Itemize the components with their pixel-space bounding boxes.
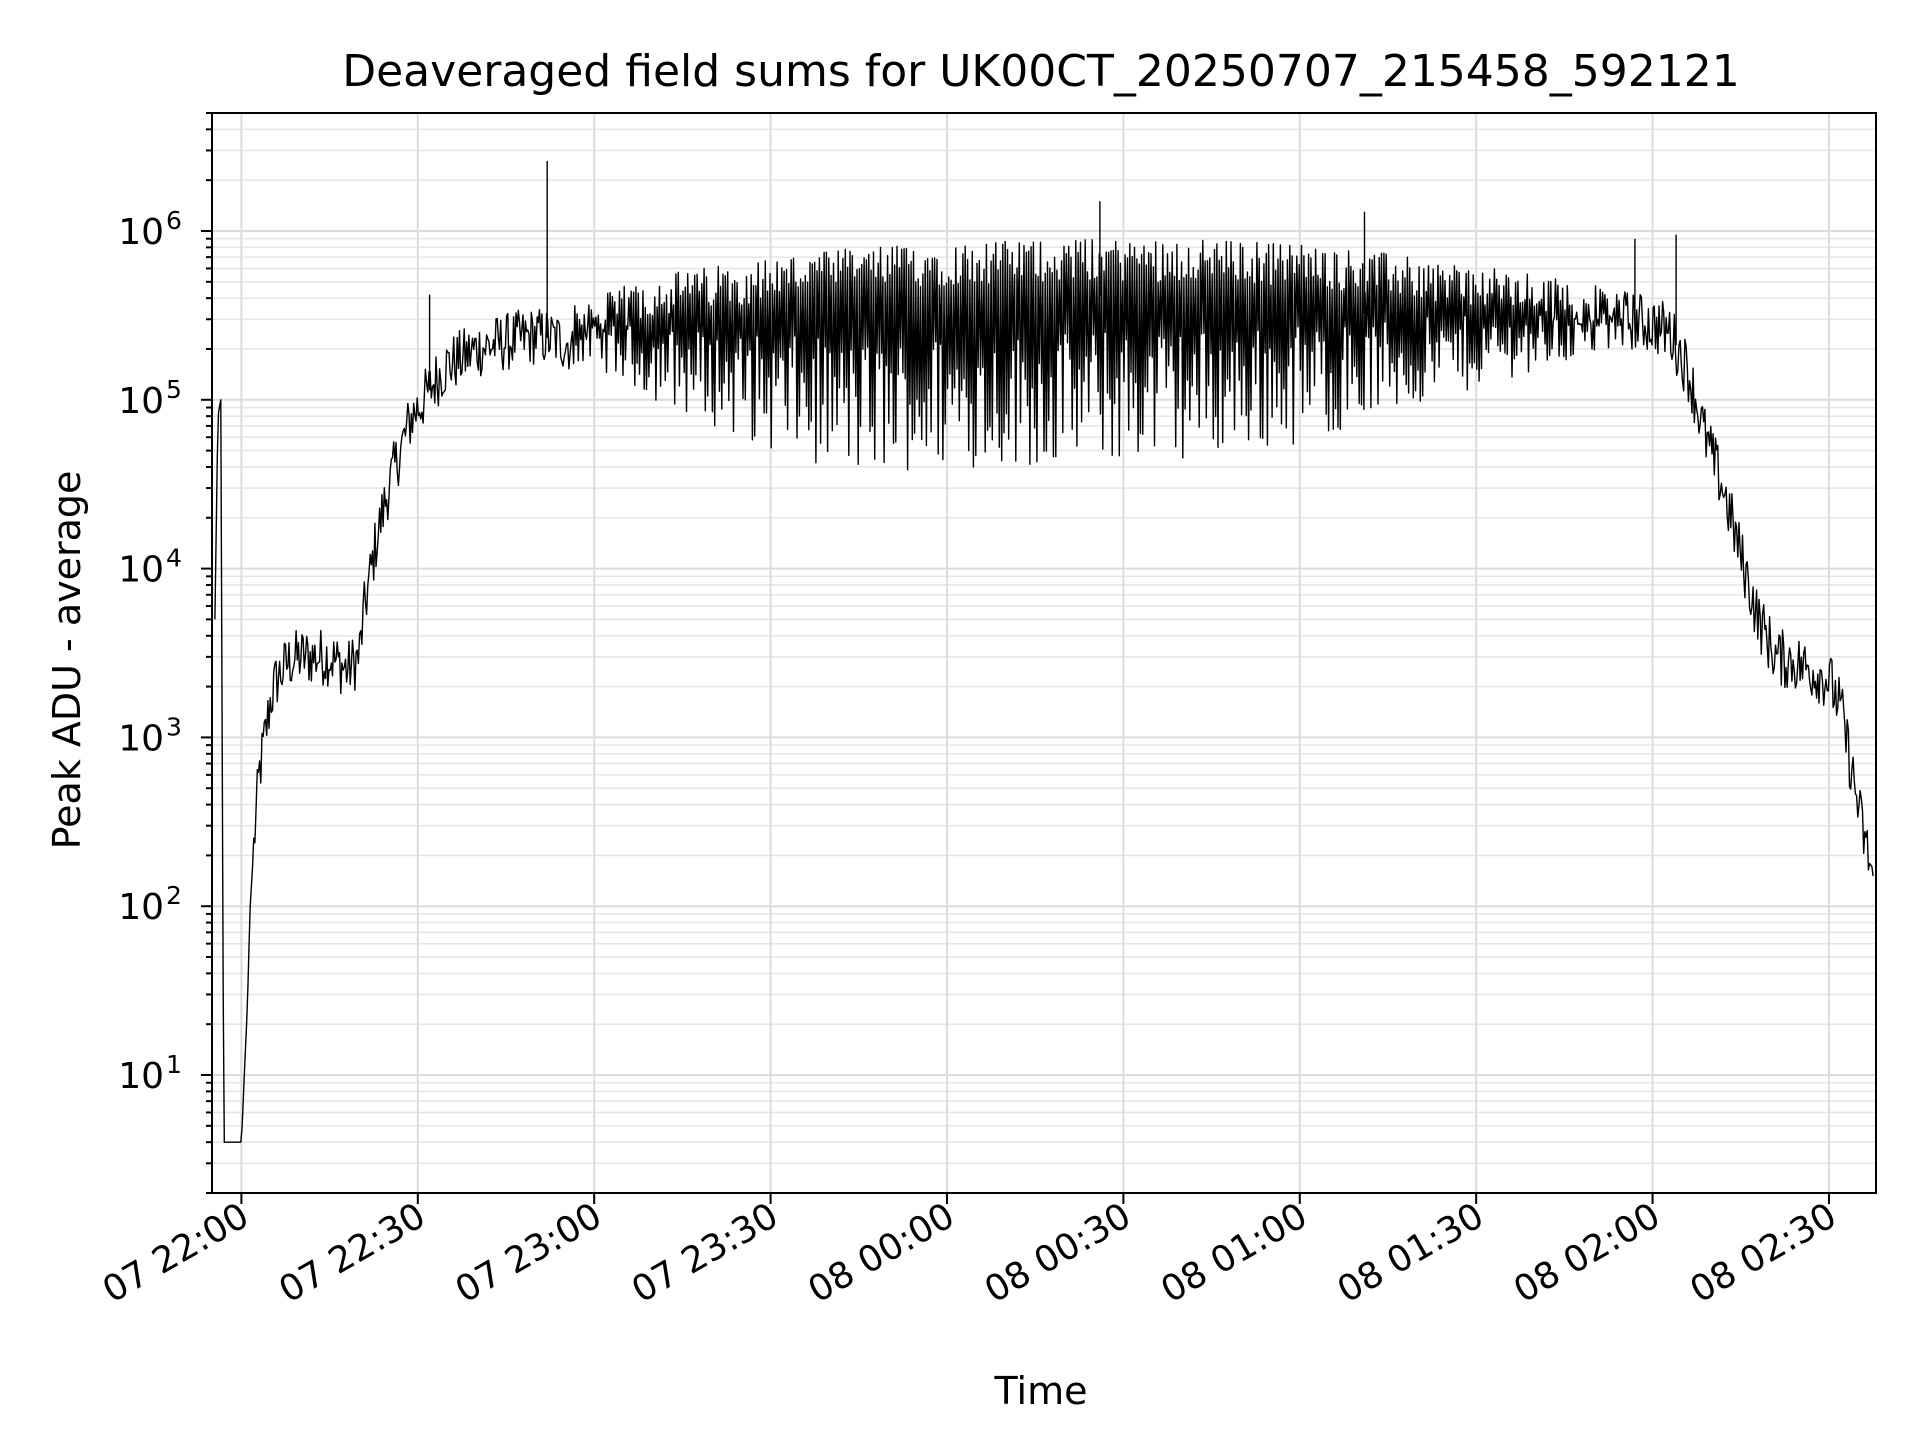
x-axis-label: Time [994,1369,1088,1413]
y-tick-exponent: 1 [166,1050,182,1079]
y-tick-exponent: 5 [166,375,182,404]
y-tick-exponent: 4 [166,544,182,573]
y-tick-label: 10 [118,550,164,591]
y-tick-exponent: 2 [166,881,182,910]
series-line [214,160,1874,1143]
y-tick-label: 10 [118,381,164,422]
y-tick-label: 10 [118,718,164,759]
y-tick-label: 10 [118,887,164,928]
chart-title: Deaveraged field sums for UK00CT_2025070… [342,46,1740,97]
y-axis-label: Peak ADU - average [45,471,89,850]
plot-frame [211,112,1877,1194]
y-tick-label: 10 [118,212,164,253]
y-tick-label: 10 [118,1056,164,1097]
grid [212,112,1876,1194]
plot-area [214,160,1874,1143]
y-tick-exponent: 6 [166,206,182,235]
y-tick-exponent: 3 [166,712,182,741]
